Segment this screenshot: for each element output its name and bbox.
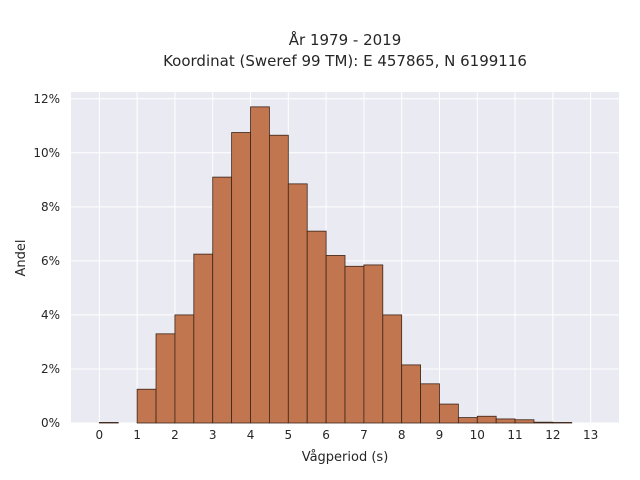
chart-title-line-2: Koordinat (Sweref 99 TM): E 457865, N 61…	[163, 52, 527, 70]
histogram-bar	[212, 176, 233, 424]
y-tick-label: 0%	[41, 416, 60, 430]
histogram-bar	[420, 383, 440, 424]
chart-title-line-1: År 1979 - 2019	[289, 30, 402, 49]
y-tick-label: 8%	[41, 200, 60, 214]
x-tick-label: 12	[545, 428, 560, 442]
histogram-bar	[325, 255, 346, 424]
histogram-bar	[533, 421, 554, 424]
x-tick-label: 0	[96, 428, 104, 442]
histogram-bar	[344, 265, 365, 424]
x-tick-label: 6	[322, 428, 330, 442]
y-tick-label: 10%	[33, 146, 60, 160]
y-tick-label: 12%	[33, 92, 60, 106]
histogram-bar	[287, 183, 308, 424]
histogram-bar	[552, 422, 573, 424]
histogram-bar	[476, 415, 497, 424]
histogram-bar	[457, 417, 478, 424]
x-tick-label: 9	[436, 428, 444, 442]
x-tick-labels: 0 1 2 3 4 5 6 7 8 9 10 11 12 13	[96, 428, 599, 442]
histogram-bar	[269, 134, 289, 424]
histogram-bar	[363, 264, 384, 424]
x-tick-label: 13	[583, 428, 598, 442]
histogram-bar	[136, 388, 157, 424]
y-axis-label: Andel	[14, 240, 29, 277]
x-tick-label: 11	[507, 428, 522, 442]
x-tick-label: 4	[247, 428, 255, 442]
x-tick-label: 7	[360, 428, 368, 442]
bars	[98, 106, 573, 424]
x-tick-label: 1	[133, 428, 141, 442]
y-tick-label: 4%	[41, 308, 60, 322]
histogram-bar	[382, 314, 403, 424]
histogram-bar	[231, 132, 251, 424]
histogram-bar	[514, 419, 535, 424]
histogram-bar	[98, 422, 119, 424]
histogram-bar	[306, 230, 327, 424]
y-tick-labels: 0% 2% 4% 6% 8% 10% 12%	[33, 92, 60, 430]
x-tick-label: 8	[398, 428, 406, 442]
y-tick-label: 2%	[41, 362, 60, 376]
x-axis-label: Vågperiod (s)	[302, 450, 389, 465]
histogram-bar	[193, 253, 214, 424]
histogram-bar	[401, 364, 421, 424]
histogram-bar	[439, 403, 459, 424]
x-tick-label: 10	[470, 428, 485, 442]
histogram-bar	[250, 106, 270, 424]
y-tick-label: 6%	[41, 254, 60, 268]
x-tick-label: 5	[284, 428, 292, 442]
x-tick-label: 3	[209, 428, 217, 442]
histogram-bar	[155, 333, 176, 424]
histogram-bar	[495, 418, 516, 424]
histogram-bar	[174, 314, 195, 424]
x-tick-label: 2	[171, 428, 179, 442]
